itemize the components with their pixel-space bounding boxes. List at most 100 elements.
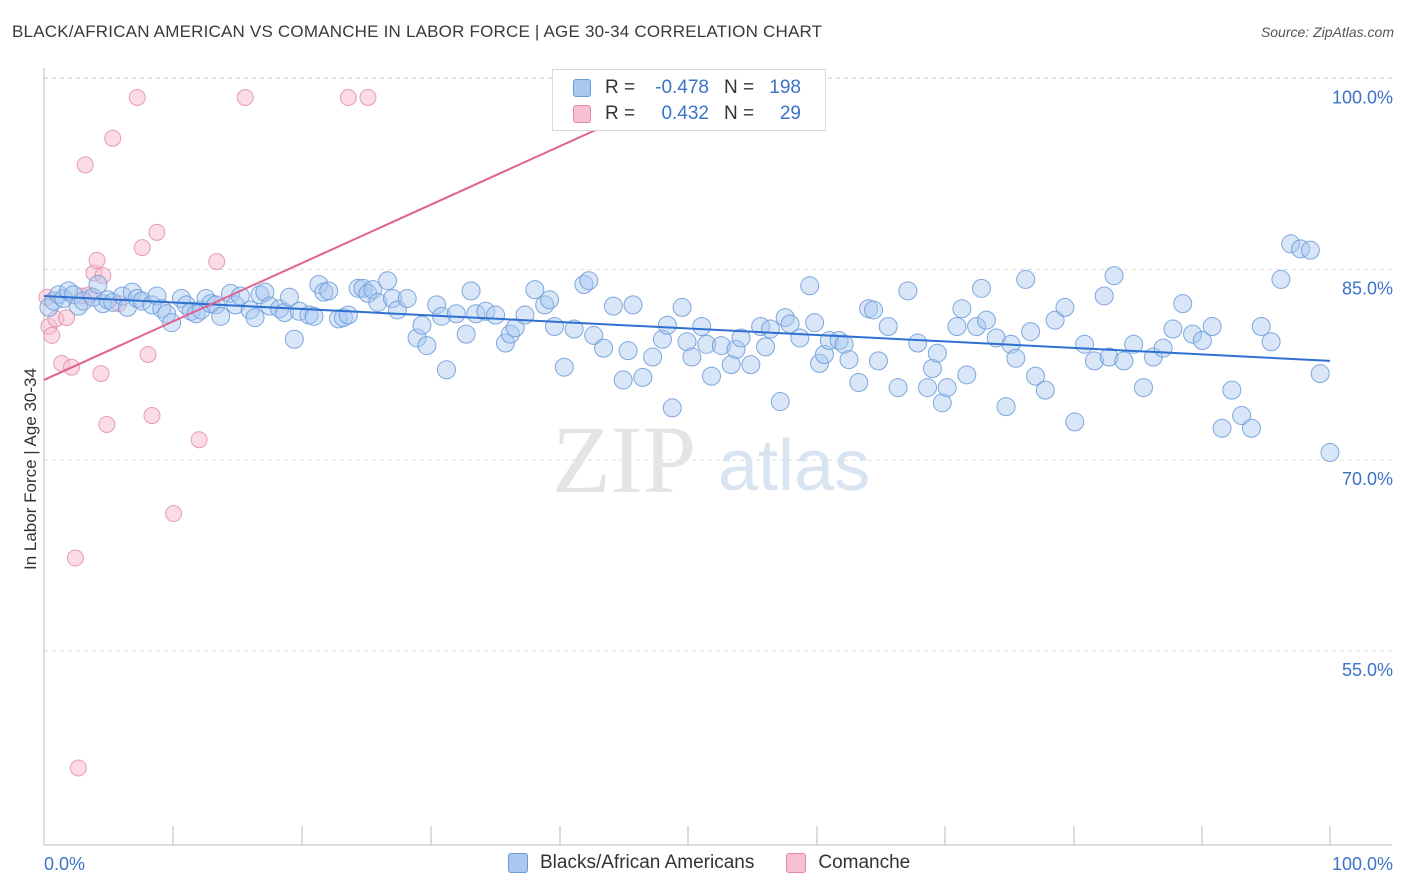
comanche-point (43, 326, 61, 344)
comanche-point (236, 89, 254, 106)
blacks-point (564, 319, 584, 339)
comanche-points (38, 89, 377, 777)
comanche-point (66, 549, 84, 567)
blacks-point (284, 329, 304, 349)
blacks-point (805, 313, 825, 333)
blacks-point (1163, 319, 1183, 339)
blacks-point (657, 315, 677, 335)
blacks-point (594, 338, 614, 358)
blacks-point (613, 370, 633, 390)
x-tick-labels: 0.0% 100.0% (44, 854, 1393, 874)
bottom-legend-swatch-blacks (508, 853, 528, 873)
blacks-point (1261, 332, 1281, 352)
blacks-point (1055, 297, 1075, 317)
bottom-legend-item-comanche: Comanche (786, 852, 910, 874)
y-tick-labels: 55.0% 70.0% 85.0% 100.0% (1332, 88, 1393, 681)
blacks-point (279, 287, 299, 307)
blacks-point (436, 360, 456, 380)
blacks-point (1202, 317, 1222, 336)
blacks-point (397, 289, 417, 309)
blacks-point (702, 366, 722, 386)
blacks-point (1291, 239, 1311, 259)
blacks-point (996, 397, 1016, 417)
blacks-point (1094, 286, 1114, 306)
blacks-point (814, 344, 834, 364)
y-axis-title: In Labor Force | Age 30-34 (21, 368, 40, 570)
blacks-point (554, 357, 574, 377)
blacks-point (348, 278, 368, 298)
blacks-point (1192, 330, 1212, 350)
blacks-point (245, 308, 265, 328)
blacks-point (363, 280, 383, 300)
blacks-point (677, 332, 697, 352)
blacks-point (1133, 378, 1153, 398)
blacks-point (368, 292, 388, 312)
blacks-point (790, 328, 810, 348)
blacks-point (427, 295, 447, 315)
blacks-point (63, 285, 83, 305)
comanche-point (139, 345, 157, 363)
legend-r-value: -0.478 (655, 77, 709, 98)
blacks-point (888, 378, 908, 398)
blacks-point (103, 292, 123, 312)
blacks-point (1251, 317, 1271, 336)
legend-n-label: N = (723, 103, 755, 124)
comanche-point (208, 253, 226, 271)
legend-row-blacks: R = -0.478 N = 198 (573, 76, 801, 100)
blacks-point (1222, 380, 1242, 400)
blacks-point (967, 317, 987, 336)
legend-row-comanche: R = 0.432 N = 29 (573, 102, 801, 126)
blacks-point (908, 333, 928, 353)
blacks-point (540, 290, 560, 310)
blacks-point (1025, 366, 1045, 386)
comanche-point (104, 129, 122, 147)
chart-title: BLACK/AFRICAN AMERICAN VS COMANCHE IN LA… (12, 22, 823, 41)
blacks-point (810, 353, 830, 373)
watermark-atlas: atlas (718, 426, 870, 506)
blacks-point (1016, 269, 1036, 289)
blacks-point (417, 336, 437, 356)
legend-n-value: 198 (769, 77, 801, 98)
blacks-point (289, 301, 309, 321)
blacks-point (864, 300, 884, 320)
legend-n-label: N = (723, 77, 755, 98)
blacks-point (726, 339, 746, 359)
blacks-point (476, 301, 496, 321)
blacks-point (495, 333, 515, 353)
legend-r-label: R = (605, 103, 636, 124)
blacks-point (652, 329, 672, 349)
blacks-point (937, 378, 957, 398)
blacks-point (697, 334, 717, 354)
blacks-point (922, 358, 942, 378)
x-tick-label-start: 0.0% (44, 854, 85, 874)
blacks-point (618, 341, 638, 361)
blacks-point (741, 355, 761, 375)
blacks-point (579, 271, 599, 291)
blacks-point (1320, 442, 1340, 462)
blacks-point (1099, 347, 1119, 367)
blacks-point (1035, 380, 1055, 400)
blacks-point (775, 308, 795, 328)
blacks-point (88, 275, 108, 295)
legend-r-label: R = (605, 77, 636, 98)
comanche-point (128, 89, 146, 106)
comanche-point (143, 407, 161, 425)
blacks-point (1124, 334, 1144, 354)
blacks-point (304, 306, 324, 326)
y-tick-label: 55.0% (1342, 660, 1393, 680)
comanche-point (98, 415, 116, 433)
blacks-point (756, 337, 776, 357)
blacks-point (407, 328, 427, 348)
bottom-legend-item-blacks: Blacks/African Americans (508, 852, 754, 874)
source-label: Source: ZipAtlas.com (1260, 24, 1394, 40)
bottom-legend: Blacks/African Americans Comanche (508, 852, 942, 874)
blacks-point (500, 324, 520, 344)
blacks-point (73, 291, 93, 311)
blacks-point (1310, 364, 1330, 384)
blacks-point (633, 367, 653, 387)
blacks-point (486, 305, 506, 325)
blacks-point (1173, 294, 1193, 314)
blacks-point (932, 393, 952, 413)
y-tick-label: 85.0% (1342, 278, 1393, 298)
